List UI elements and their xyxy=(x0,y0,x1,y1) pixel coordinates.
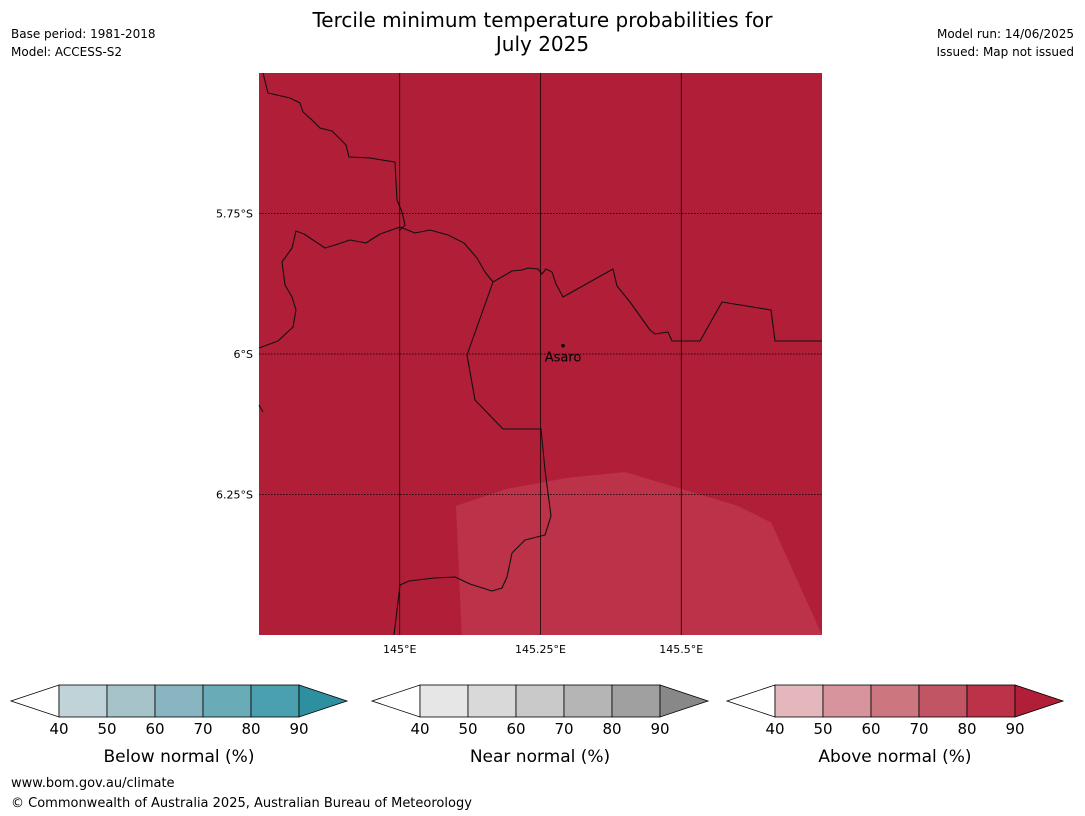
colorbar-tick-label: 90 xyxy=(650,720,669,738)
border-line-north xyxy=(262,72,406,232)
model-name: Model: ACCESS-S2 xyxy=(11,45,123,59)
colorbar-segment xyxy=(202,684,252,718)
colorbar-tick-label: 50 xyxy=(458,720,477,738)
colorbar-segment xyxy=(966,684,1016,718)
colorbar-segment xyxy=(870,684,920,718)
lat-tick-label: 5.75°S xyxy=(216,208,253,221)
colorbar-extend-high xyxy=(659,684,710,718)
title-line-2: July 2025 xyxy=(495,32,590,56)
colorbar-segment xyxy=(563,684,613,718)
colorbar-segment xyxy=(58,684,108,718)
place-dot xyxy=(561,343,565,348)
axis-labels: 145°E 145.25°E 145.5°E 5.75°S 6°S 6.25°S xyxy=(216,208,703,657)
colorbar-tick-label: 60 xyxy=(861,720,880,738)
meta-left: Base period: 1981-2018 Model: ACCESS-S2 xyxy=(11,25,156,61)
probability-regions xyxy=(456,472,822,635)
colorbar-tick-label: 70 xyxy=(909,720,928,738)
issued-status: Issued: Map not issued xyxy=(936,45,1074,59)
graticule xyxy=(259,73,822,635)
colorbar-tick-label: 40 xyxy=(49,720,68,738)
map-title: Tercile minimum temperature probabilitie… xyxy=(0,8,1085,56)
lon-tick-label: 145.25°E xyxy=(515,643,566,656)
colorbar-extend-low xyxy=(9,684,60,718)
colorbar-extend-high xyxy=(298,684,349,718)
colorbar-tick-label: 70 xyxy=(554,720,573,738)
colorbar-segment xyxy=(918,684,968,718)
colorbar-tick-label: 40 xyxy=(410,720,429,738)
footer-copyright: © Commonwealth of Australia 2025, Austra… xyxy=(11,796,472,811)
colorbar-extend-low xyxy=(370,684,421,718)
colorbar-title: Below normal (%) xyxy=(104,747,255,767)
region-70-80-0 xyxy=(456,472,822,635)
colorbar-tick-label: 70 xyxy=(193,720,212,738)
colorbar-tick-label: 50 xyxy=(813,720,832,738)
colorbar-tick-label: 90 xyxy=(1005,720,1024,738)
base-period: Base period: 1981-2018 xyxy=(11,27,156,41)
colorbar-tick-label: 40 xyxy=(765,720,784,738)
colorbar-extend-low xyxy=(725,684,776,718)
colorbar-segment xyxy=(250,684,300,718)
province-borders xyxy=(258,72,822,636)
colorbar-tick-label: 80 xyxy=(241,720,260,738)
meta-right: Model run: 14/06/2025 Issued: Map not is… xyxy=(936,25,1074,61)
colorbar-title: Near normal (%) xyxy=(470,747,610,767)
colorbar-1: 40 50 60 70 80 90 Near normal (%) xyxy=(370,684,710,767)
colorbar-tick-label: 90 xyxy=(289,720,308,738)
colorbar-0: 40 50 60 70 80 90 Below normal (%) xyxy=(9,684,349,767)
border-line-west-stub xyxy=(258,404,264,413)
colorbar-segment xyxy=(515,684,565,718)
colorbar-segment xyxy=(611,684,661,718)
colorbar-tick-label: 80 xyxy=(957,720,976,738)
lon-tick-label: 145.5°E xyxy=(659,643,703,656)
lat-tick-label: 6°S xyxy=(234,348,253,361)
colorbar-tick-label: 80 xyxy=(602,720,621,738)
colorbar-tick-label: 60 xyxy=(506,720,525,738)
footer-url[interactable]: www.bom.gov.au/climate xyxy=(11,776,175,791)
model-run: Model run: 14/06/2025 xyxy=(936,27,1074,41)
colorbar-segment xyxy=(822,684,872,718)
title-line-1: Tercile minimum temperature probabilitie… xyxy=(312,8,773,32)
colorbar-tick-label: 50 xyxy=(97,720,116,738)
colorbar-extend-high xyxy=(1014,684,1065,718)
colorbar-segment xyxy=(106,684,156,718)
place-label-asaro: Asaro xyxy=(545,351,582,366)
lat-tick-label: 6.25°S xyxy=(216,489,253,502)
colorbar-2: 40 50 60 70 80 90 Above normal (%) xyxy=(725,684,1065,767)
place-markers: Asaro xyxy=(545,343,582,366)
colorbar-tick-label: 60 xyxy=(145,720,164,738)
colorbar-segment xyxy=(467,684,517,718)
colorbar-segment xyxy=(419,684,469,718)
colorbar-title: Above normal (%) xyxy=(818,747,971,767)
colorbar-segment xyxy=(774,684,824,718)
footer: www.bom.gov.au/climate © Commonwealth of… xyxy=(11,774,472,814)
colorbar-segment xyxy=(154,684,204,718)
lon-tick-label: 145°E xyxy=(383,643,416,656)
border-line-south xyxy=(393,281,552,636)
map: 145°E 145.25°E 145.5°E 5.75°S 6°S 6.25°S Asar… xyxy=(216,72,822,657)
